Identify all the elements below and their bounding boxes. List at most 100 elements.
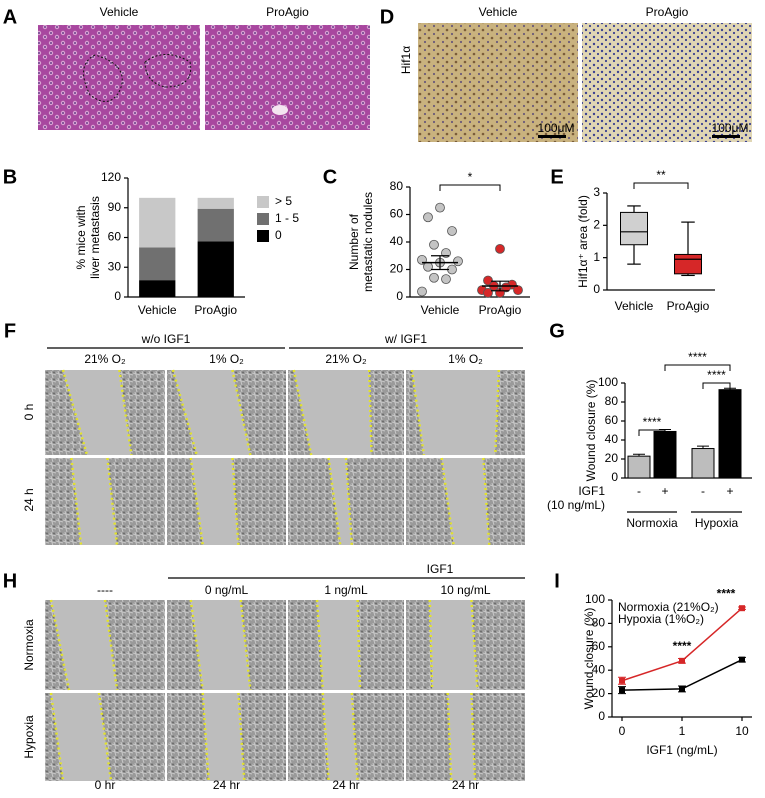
column-label: 0 ng/mL: [205, 583, 249, 597]
micrograph: [205, 25, 370, 130]
time-label: 24 hr: [213, 778, 240, 792]
y-tick-label: 80: [605, 394, 619, 408]
bar-segment: [139, 280, 176, 297]
y-tick-label: 40: [605, 432, 619, 446]
y-tick-label: 0: [593, 282, 600, 296]
vessel: [272, 105, 288, 115]
scale-bar: [538, 135, 566, 138]
condition-label: 1% O₂: [448, 352, 483, 366]
wound-gap: [190, 600, 251, 690]
data-point: [429, 272, 439, 283]
bar-segment: [139, 247, 176, 281]
y-tick-label: 90: [108, 200, 122, 214]
x-axis-label: IGF1 (ng/mL): [646, 743, 717, 757]
y-tick-label: 60: [605, 413, 619, 427]
wound-gap: [317, 600, 360, 690]
wound-edge: [118, 369, 133, 456]
time-label: 24 hr: [452, 778, 479, 792]
significance-label: ****: [717, 586, 736, 600]
y-tick-label: 0: [396, 289, 403, 303]
significance-bracket: [702, 382, 731, 389]
panel-label: A: [3, 6, 17, 28]
data-point: [423, 212, 433, 223]
x-tick-label: 1: [679, 724, 686, 738]
panel-label: F: [4, 320, 16, 342]
y-tick-label: 20: [390, 262, 404, 276]
wound-gap: [322, 693, 358, 781]
error-bar: [491, 280, 509, 292]
x-tick-label: ProAgio: [479, 303, 522, 317]
data-point: [619, 677, 625, 684]
error-bar: [633, 453, 645, 457]
group-label: w/o IGF1: [141, 332, 191, 346]
x-tick-label: Vehicle: [421, 303, 460, 317]
stain-label: Hif1α: [399, 46, 413, 74]
legend-label: > 5: [275, 194, 292, 208]
column-label: 10 ng/mL: [440, 583, 490, 597]
lesion-outline: [83, 54, 192, 102]
box: [674, 253, 702, 275]
legend-swatch: [257, 230, 269, 242]
data-point: [739, 656, 745, 663]
scale-bar-label: 100μM: [538, 121, 575, 135]
legend-swatch: [257, 196, 269, 208]
image-title: Vehicle: [479, 5, 518, 19]
wound-edge: [367, 369, 373, 456]
wound-gap: [328, 458, 352, 545]
wound-gap: [429, 600, 478, 690]
x-tick-label: 0: [619, 724, 626, 738]
panel-label: E: [550, 166, 563, 188]
y-axis-label: % mice with: [74, 205, 88, 269]
x-tick-label: +: [726, 484, 733, 498]
y-tick-label: 60: [592, 639, 606, 653]
y-tick-label: 80: [390, 179, 404, 193]
micrograph: [38, 25, 200, 130]
wound-edge: [103, 599, 119, 691]
y-tick-label: 20: [592, 686, 606, 700]
x-tick-label: ProAgio: [194, 303, 237, 317]
condition-label: 1% O₂: [209, 352, 244, 366]
row-label: Normoxia: [22, 619, 36, 671]
y-tick-label: 0: [114, 289, 121, 303]
y-tick-label: 2: [593, 218, 600, 232]
legend-label: 1 - 5: [275, 211, 299, 225]
row-label: 0 h: [22, 404, 36, 421]
data-point: [513, 285, 523, 296]
wound-edge: [315, 599, 325, 691]
y-tick-label: 100: [598, 375, 618, 389]
wound-gap: [293, 370, 372, 455]
bar-segment: [197, 197, 234, 209]
bar: [627, 455, 651, 479]
wound-edge: [470, 599, 479, 691]
bar-segment: [197, 208, 234, 242]
legend-label: Hypoxia (1%O₂): [618, 612, 704, 626]
y-tick-label: 0: [598, 709, 605, 723]
x-tick-label: Vehicle: [615, 299, 654, 313]
panel-label: C: [323, 166, 337, 188]
wound-gap: [202, 693, 245, 781]
y-axis-label: Wound closure (%): [584, 380, 598, 482]
x-tick-label: -: [637, 484, 641, 498]
y-tick-label: 30: [108, 259, 122, 273]
wound-gap: [411, 370, 499, 455]
data-point: [429, 239, 439, 250]
image-title: ProAgio: [646, 5, 689, 19]
significance-label: ****: [688, 350, 707, 364]
wound-gap: [71, 458, 117, 545]
data-point: [435, 202, 445, 213]
wound-gap: [51, 600, 117, 690]
column-label: 1 ng/mL: [324, 583, 368, 597]
legend-swatch: [257, 213, 269, 225]
x-tick-label: 10: [735, 724, 749, 738]
y-tick-label: 120: [101, 170, 121, 184]
y-axis-label: metastatic nodules: [361, 192, 375, 292]
significance-label: *: [468, 170, 473, 184]
significance-label: ****: [643, 415, 662, 429]
significance-bracket: [638, 429, 666, 436]
data-point: [417, 286, 427, 297]
time-label: 0 hr: [95, 778, 116, 792]
significance-bracket: [633, 182, 689, 189]
y-axis-label: Number of: [347, 213, 361, 270]
y-tick-label: 40: [592, 662, 606, 676]
